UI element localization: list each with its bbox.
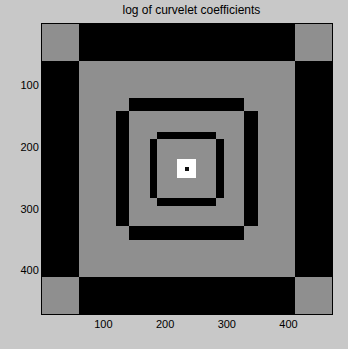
svg-text:100: 100 [94,318,112,330]
svg-text:300: 300 [218,318,236,330]
svg-text:200: 200 [20,141,38,153]
svg-text:400: 400 [279,318,297,330]
svg-text:100: 100 [20,79,38,91]
svg-text:200: 200 [156,318,174,330]
svg-text:300: 300 [20,203,38,215]
svg-text:400: 400 [20,264,38,276]
svg-text:log of curvelet coefficients: log of curvelet coefficients [122,3,260,17]
